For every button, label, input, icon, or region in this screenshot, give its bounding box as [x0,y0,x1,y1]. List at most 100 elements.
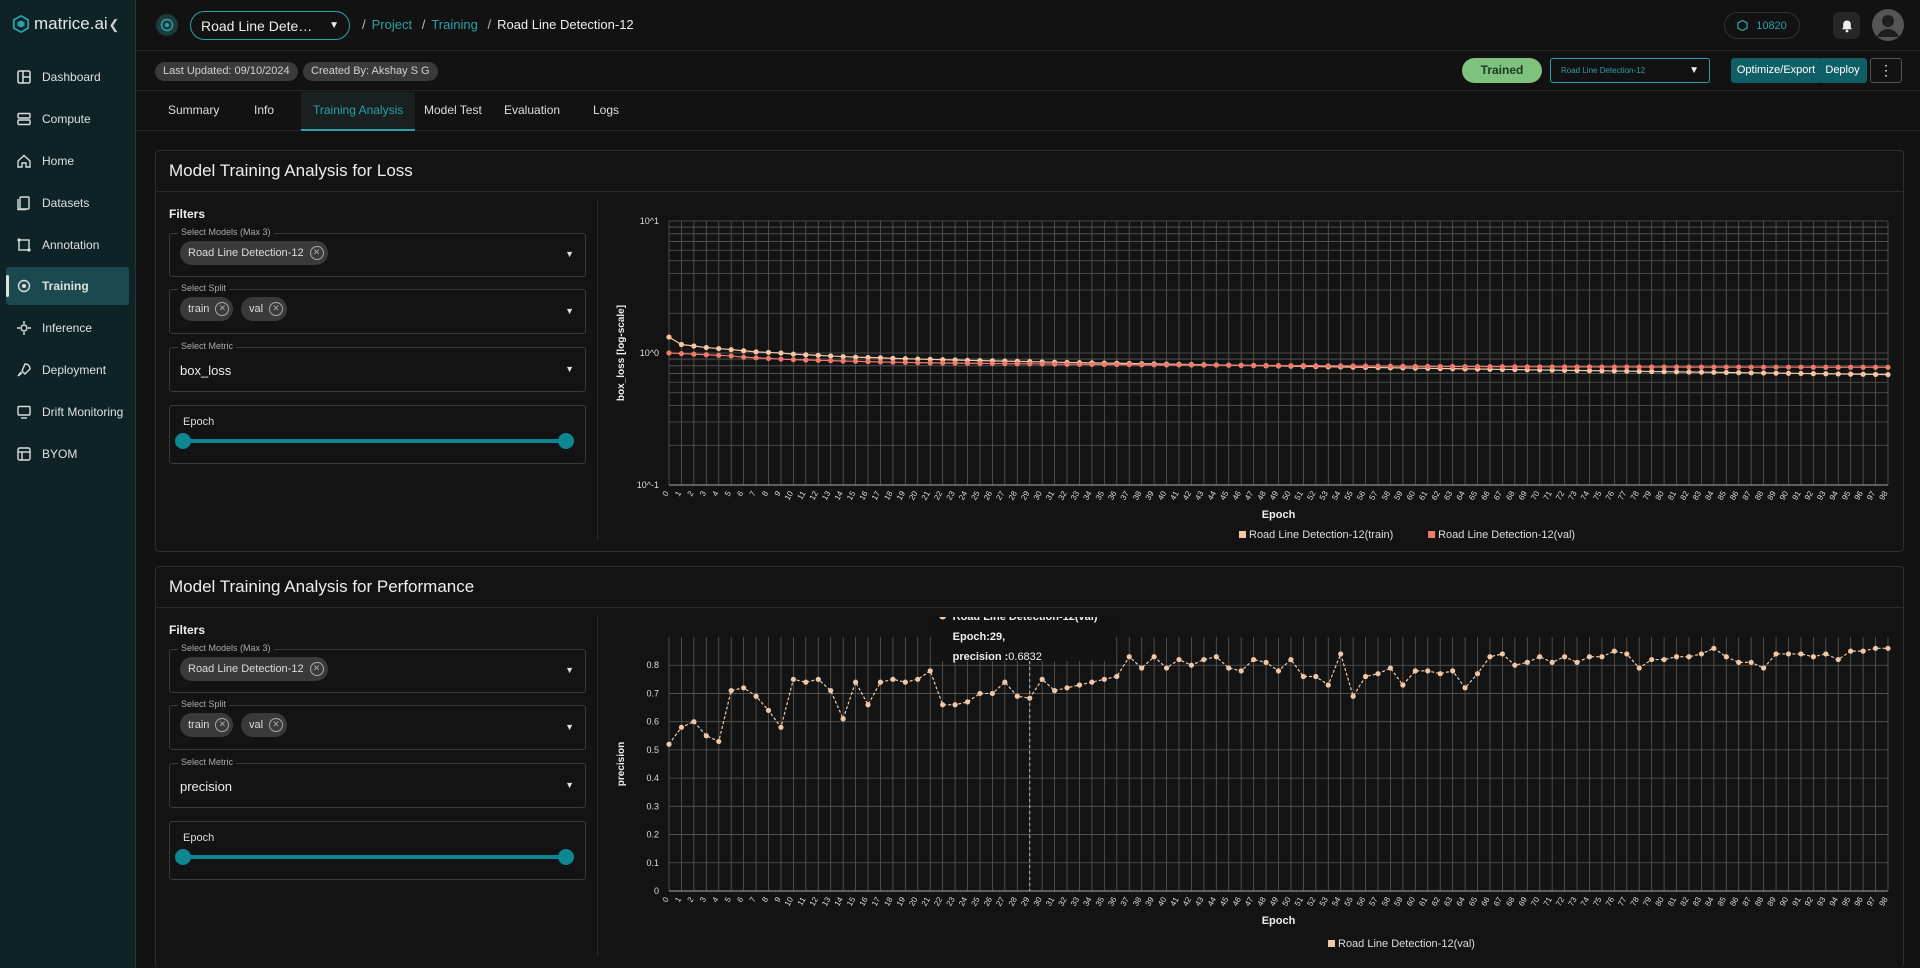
data-point [1686,364,1692,370]
data-point [1238,362,1244,368]
sidebar-item-datasets[interactable]: Datasets [6,184,129,222]
data-point [790,676,796,682]
data-point [1649,364,1655,370]
select-models-field[interactable]: Select Models (Max 3) Road Line Detectio… [169,643,586,693]
x-tick-label: 38 [1131,489,1144,502]
x-tick-label: 51 [1293,895,1306,908]
sidebar-item-annotation[interactable]: Annotation [6,226,129,264]
deploy-button[interactable]: Deploy [1818,58,1867,83]
optimize-export-button[interactable]: Optimize/Export [1731,58,1821,83]
x-tick-label: 35 [1094,895,1107,908]
data-point [1711,645,1717,651]
data-point [1487,654,1493,660]
tooltip-value-number: 0.6832 [1008,651,1042,663]
tab-evaluation[interactable]: Evaluation [504,103,561,117]
more-options-icon[interactable]: ⋮ [1870,58,1902,83]
x-tick-label: 66 [1479,489,1492,502]
x-tick-label: 89 [1766,489,1779,502]
breadcrumb-project[interactable]: Project [371,17,413,32]
brand-logo[interactable]: matrice.ai [12,14,108,34]
data-point [1350,363,1356,369]
data-point [1549,659,1555,665]
sidebar-item-byom[interactable]: BYOM [6,435,129,473]
data-point [890,676,896,682]
data-point [1860,648,1866,654]
select-models-field[interactable]: Select Models (Max 3) Road Line Detectio… [169,227,586,277]
x-tick-label: 1 [673,489,683,498]
credits-badge[interactable]: 10820 [1724,12,1800,39]
data-point [840,353,846,360]
split-chip-label: train [188,719,210,731]
remove-chip-icon[interactable]: ✕ [309,246,324,260]
select-metric-field[interactable]: Select Metric box_loss ▼ [169,341,586,392]
collapse-sidebar-icon[interactable]: ❮ [108,17,120,32]
data-point [1748,659,1754,665]
sidebar-item-training[interactable]: Training [6,267,129,305]
sidebar-item-home[interactable]: Home [6,142,129,180]
select-split-field[interactable]: Select Split train ✕ val ✕ ▼ [169,283,586,334]
epoch-slider-track[interactable] [183,855,572,859]
data-point [1052,361,1058,367]
x-tick-label: 94 [1828,895,1841,908]
sidebar-item-label: BYOM [42,447,78,461]
x-tick-label: 2 [686,489,696,498]
chart-tooltip: Road Line Detection-12(val) Epoch:29, prec… [934,617,1115,663]
epoch-slider-track[interactable] [183,439,572,443]
epoch-slider-min-handle[interactable] [175,433,191,449]
data-point [1101,676,1107,682]
sidebar-item-dashboard[interactable]: Dashboard [6,58,129,96]
x-tick-label: 55 [1343,895,1356,908]
x-tick-label: 49 [1268,489,1281,502]
tab-logs[interactable]: Logs [593,103,620,117]
data-point [1835,371,1841,377]
data-point [1773,370,1779,376]
select-metric-field[interactable]: Select Metric precision ▼ [169,757,586,808]
sidebar-item-drift-monitoring[interactable]: Drift Monitoring [6,393,129,431]
epoch-slider-label: Epoch [183,832,215,844]
notification-bell-icon[interactable] [1833,12,1860,39]
performance-analysis-card: Model Training Analysis for Performance … [155,566,1904,968]
tab-summary[interactable]: Summary [168,103,220,117]
sidebar-item-compute[interactable]: Compute [6,100,129,138]
epoch-slider-max-handle[interactable] [558,433,574,449]
data-point [1338,651,1344,657]
tab-model-test[interactable]: Model Test [424,103,482,117]
x-tick-label: 61 [1417,489,1430,502]
data-point [1649,368,1655,375]
x-tick-label: 40 [1156,895,1169,908]
data-point [940,360,946,366]
model-version-select[interactable]: Road Line Detection-12 ▼ [1550,58,1710,83]
x-tick-label: 46 [1231,489,1244,502]
remove-chip-icon[interactable]: ✕ [269,718,284,732]
remove-chip-icon[interactable]: ✕ [215,718,230,732]
remove-chip-icon[interactable]: ✕ [269,302,284,316]
data-point [1711,369,1717,375]
x-tick-label: 30 [1032,489,1045,502]
sidebar-item-deployment[interactable]: Deployment [6,351,129,389]
tab-info[interactable]: Info [254,103,275,117]
data-point [1810,654,1816,660]
x-tick-label: 63 [1442,895,1455,908]
data-point [1089,679,1095,685]
data-point [1450,363,1456,370]
remove-chip-icon[interactable]: ✕ [309,662,324,676]
sidebar-item-inference[interactable]: Inference [6,309,129,347]
sidebar-item-label: Annotation [42,238,100,252]
epoch-slider-max-handle[interactable] [558,849,574,865]
x-tick-label: 46 [1231,895,1244,908]
x-tick-label: 31 [1044,489,1057,502]
x-tick-label: 32 [1057,895,1070,908]
x-tick-label: 29 [1019,489,1032,502]
project-select[interactable]: Road Line Detection-12 ▼ [190,11,350,40]
data-point [865,702,871,708]
breadcrumb-current: Road Line Detection-12 [497,17,634,32]
select-split-field[interactable]: Select Split train ✕ val ✕ ▼ [169,699,586,750]
chevron-down-icon: ▼ [565,779,574,790]
data-point [1387,665,1394,671]
tab-training-analysis[interactable]: Training Analysis [301,92,416,131]
epoch-slider-min-handle[interactable] [175,849,191,865]
user-avatar[interactable] [1872,9,1904,41]
remove-chip-icon[interactable]: ✕ [215,302,230,316]
breadcrumb-training[interactable]: Training [431,17,478,32]
x-tick-label: 32 [1057,489,1070,502]
